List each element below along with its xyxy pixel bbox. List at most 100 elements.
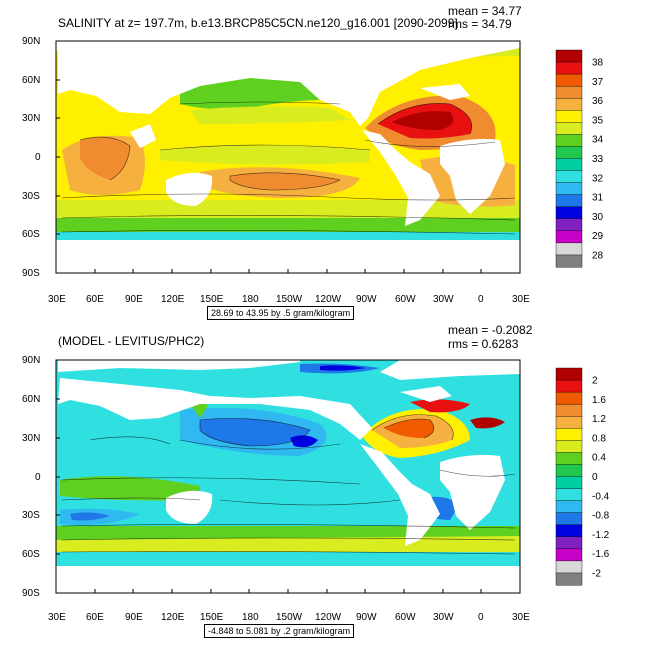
panel1-colorbar-label: 32 [592, 173, 604, 184]
panel2-lon-label: 90E [125, 612, 143, 623]
panel1-colorbar-label: 33 [592, 154, 604, 165]
panel2-colorbar-swatch [555, 379, 583, 393]
panel1-title: SALINITY at z= 197.7m, b.e13.BRCP85C5CN.… [58, 16, 458, 30]
panel2-colorbar-swatch [555, 548, 583, 562]
panel2-colorbar-label: 1.6 [592, 395, 606, 406]
panel2-lon-label: 30E [48, 612, 66, 623]
panel2-lon-label: 120W [315, 612, 342, 623]
panel2-colorbar-label: -0.8 [592, 511, 610, 522]
panel1-lon-label: 60E [86, 294, 104, 305]
panel2-mean: mean = -0.2082 [448, 323, 533, 337]
panel2-colorbar-swatch [555, 464, 583, 478]
panel1-rms: rms = 34.79 [448, 17, 512, 31]
panel1-colorbar-label: 30 [592, 212, 604, 223]
panel1-lat-label: 90S [22, 268, 40, 279]
panel2-colorbar-swatch [555, 524, 583, 538]
panel2-colorbar-label: 0.4 [592, 453, 606, 464]
panel2-ticks [56, 359, 482, 594]
panel2-colorbar-swatch [555, 403, 583, 417]
panel2-frame [55, 359, 521, 594]
panel2-colorbar-swatch [555, 476, 583, 490]
panel1-colorbar-swatch [555, 206, 583, 220]
panel2-lon-label: 60W [395, 612, 416, 623]
panel1-colorbar-swatch [555, 110, 583, 123]
panel1-colorbar-label: 31 [592, 193, 604, 204]
panel1-lon-label: 30W [433, 294, 454, 305]
panel2-info-box: -4.848 to 5.081 by .2 gram/kilogram [204, 624, 355, 638]
panel1-frame [55, 40, 521, 274]
panel1-lon-label: 0 [478, 294, 484, 305]
panel1-colorbar-swatch [555, 242, 583, 256]
panel2-colorbar-label: -1.2 [592, 530, 610, 541]
panel2-lon-label: 120E [161, 612, 185, 623]
panel2-colorbar-label: 2 [592, 376, 598, 387]
panel2-colorbar-swatch [555, 560, 583, 574]
panel1-lon-label: 120E [161, 294, 185, 305]
panel2-lon-label: 180 [242, 612, 259, 623]
panel1-lat-label: 30S [22, 191, 40, 202]
panel1-mean: mean = 34.77 [448, 4, 522, 18]
panel1-colorbar-label: 28 [592, 250, 604, 261]
panel1-colorbar-label: 35 [592, 115, 604, 126]
panel2-lon-label: 30W [433, 612, 454, 623]
panel2-colorbar-label: -0.4 [592, 491, 610, 502]
panel1-colorbar-swatch [555, 61, 583, 75]
panel2-rms: rms = 0.6283 [448, 337, 519, 351]
panel1-colorbar-label: 34 [592, 135, 604, 146]
panel2-colorbar-swatch [555, 391, 583, 405]
panel1-colorbar-swatch [555, 122, 583, 135]
panel2-lon-label: 60E [86, 612, 104, 623]
panel2-colorbar-swatch [555, 367, 583, 381]
panel2-lon-label: 150E [200, 612, 224, 623]
panel1-lon-label: 150W [276, 294, 303, 305]
panel1-colorbar-swatch [555, 230, 583, 244]
panel1-lon-label: 90W [356, 294, 377, 305]
panel2-field [56, 360, 520, 593]
panel1-lat-label: 60N [22, 75, 41, 86]
panel1-lat-label: 60S [22, 229, 40, 240]
panel2-lat-label: 30S [22, 510, 40, 521]
panel2-colorbar-swatch [555, 536, 583, 550]
panel2-colorbar-swatch [555, 428, 583, 441]
panel1-colorbar-label: 38 [592, 58, 604, 69]
panel1-colorbar-label: 29 [592, 231, 604, 242]
panel1-colorbar-label: 36 [592, 96, 604, 107]
panel2-colorbar-label: -2 [592, 568, 601, 579]
panel2-lon-label: 0 [478, 612, 484, 623]
panel2-colorbar-swatch [555, 488, 583, 502]
panel1-lon-label: 90E [125, 294, 143, 305]
panel2-colorbar-label: 1.2 [592, 414, 606, 425]
panel1-colorbar-swatch [555, 85, 583, 99]
panel1-colorbar-swatch [555, 49, 583, 63]
panel1-lon-label: 120W [315, 294, 342, 305]
panel1-lon-label: 30E [48, 294, 66, 305]
panel2-lon-label: 30E [512, 612, 530, 623]
panel1-ticks [56, 40, 482, 274]
panel2-lon-label: 150W [276, 612, 303, 623]
panel2-lat-label: 90N [22, 355, 41, 366]
panel2-lat-label: 90S [22, 588, 40, 599]
panel2-colorbar-label: 0 [592, 472, 598, 483]
panel2-colorbar-swatch [555, 572, 583, 586]
panel1-lon-label: 60W [395, 294, 416, 305]
panel2-colorbar-swatch [555, 512, 583, 526]
panel2-colorbar-label: -1.6 [592, 549, 610, 560]
panel1-colorbar-label: 37 [592, 77, 604, 88]
panel2-lat-label: 60S [22, 549, 40, 560]
panel1-colorbar-swatch [555, 146, 583, 160]
panel1-lat-label: 30N [22, 113, 41, 124]
panel2-lat-label: 0 [35, 472, 41, 483]
panel1-lon-label: 150E [200, 294, 224, 305]
panel1-colorbar-swatch [555, 98, 583, 111]
panel1-colorbar-swatch [555, 170, 583, 184]
panel1-colorbar-swatch [555, 134, 583, 147]
panel1-colorbar-swatch [555, 254, 583, 268]
panel1-info-box: 28.69 to 43.95 by .5 gram/kilogram [207, 306, 355, 320]
panel2-colorbar-swatch [555, 416, 583, 429]
panel2-lat-label: 60N [22, 394, 41, 405]
panel2-lat-label: 30N [22, 433, 41, 444]
panel1-colorbar-swatch [555, 194, 583, 208]
